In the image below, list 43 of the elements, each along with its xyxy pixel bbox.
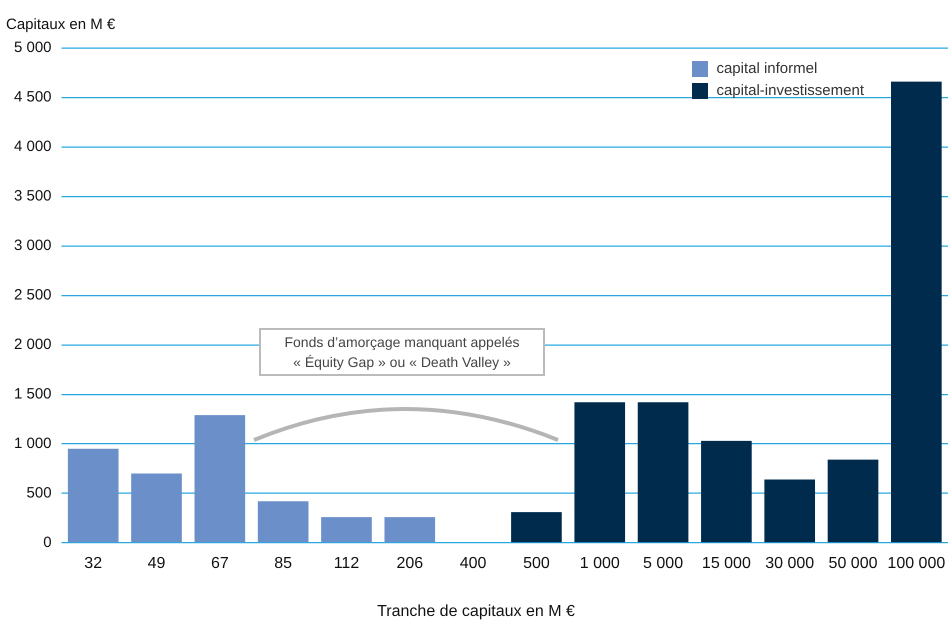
bar xyxy=(131,474,182,542)
x-tick-label: 32 xyxy=(84,554,102,572)
bar xyxy=(68,448,119,542)
legend-label: capital-investissement xyxy=(716,81,864,101)
y-axis-title: Capitaux en M € xyxy=(6,16,116,33)
legend-label: capital informel xyxy=(716,59,818,79)
x-tick-label: 206 xyxy=(396,554,424,572)
x-tick-label: 67 xyxy=(210,554,229,572)
x-tick-label: 5 000 xyxy=(643,554,684,572)
bar xyxy=(194,415,246,542)
bar xyxy=(511,512,562,542)
y-tick-label: 3 500 xyxy=(14,188,52,205)
bar xyxy=(891,82,942,542)
y-tick-label: 1 000 xyxy=(14,434,52,452)
x-tick-label: 15 000 xyxy=(702,554,751,572)
x-tick-label: 85 xyxy=(274,554,292,572)
x-tick-label: 50 000 xyxy=(828,554,878,572)
x-tick-label: 112 xyxy=(334,554,360,572)
y-tick-label: 2 500 xyxy=(14,286,52,304)
x-tick-label: 30 000 xyxy=(765,554,814,572)
x-tick-label: 1 000 xyxy=(580,554,620,572)
y-tick-label: 2 000 xyxy=(14,336,52,354)
bar xyxy=(701,440,752,542)
y-tick-label: 0 xyxy=(43,534,52,551)
bar xyxy=(258,501,308,542)
y-tick-label: 1 500 xyxy=(14,386,52,402)
y-tick-label: 500 xyxy=(26,484,52,502)
bar xyxy=(321,517,372,542)
y-tick-label: 3 000 xyxy=(14,237,52,254)
x-axis-title: Tranche de capitaux en M € xyxy=(376,603,576,621)
callout-box: Fonds d’amorçage manquant appelés « Équity Gap » ou « Death Valley » xyxy=(259,328,545,376)
x-tick-label: 400 xyxy=(460,554,487,572)
bar xyxy=(574,402,626,542)
y-tick-label: 5 000 xyxy=(14,39,52,56)
x-tick-label: 100 000 xyxy=(887,554,946,572)
x-tick-label: 49 xyxy=(148,554,166,572)
bar xyxy=(384,517,436,542)
y-tick-label: 4 500 xyxy=(14,88,52,106)
bar xyxy=(828,460,878,542)
bar xyxy=(638,402,688,542)
y-tick-label: 4 000 xyxy=(14,138,52,156)
x-tick-label: 500 xyxy=(523,554,550,572)
bar xyxy=(764,479,816,542)
